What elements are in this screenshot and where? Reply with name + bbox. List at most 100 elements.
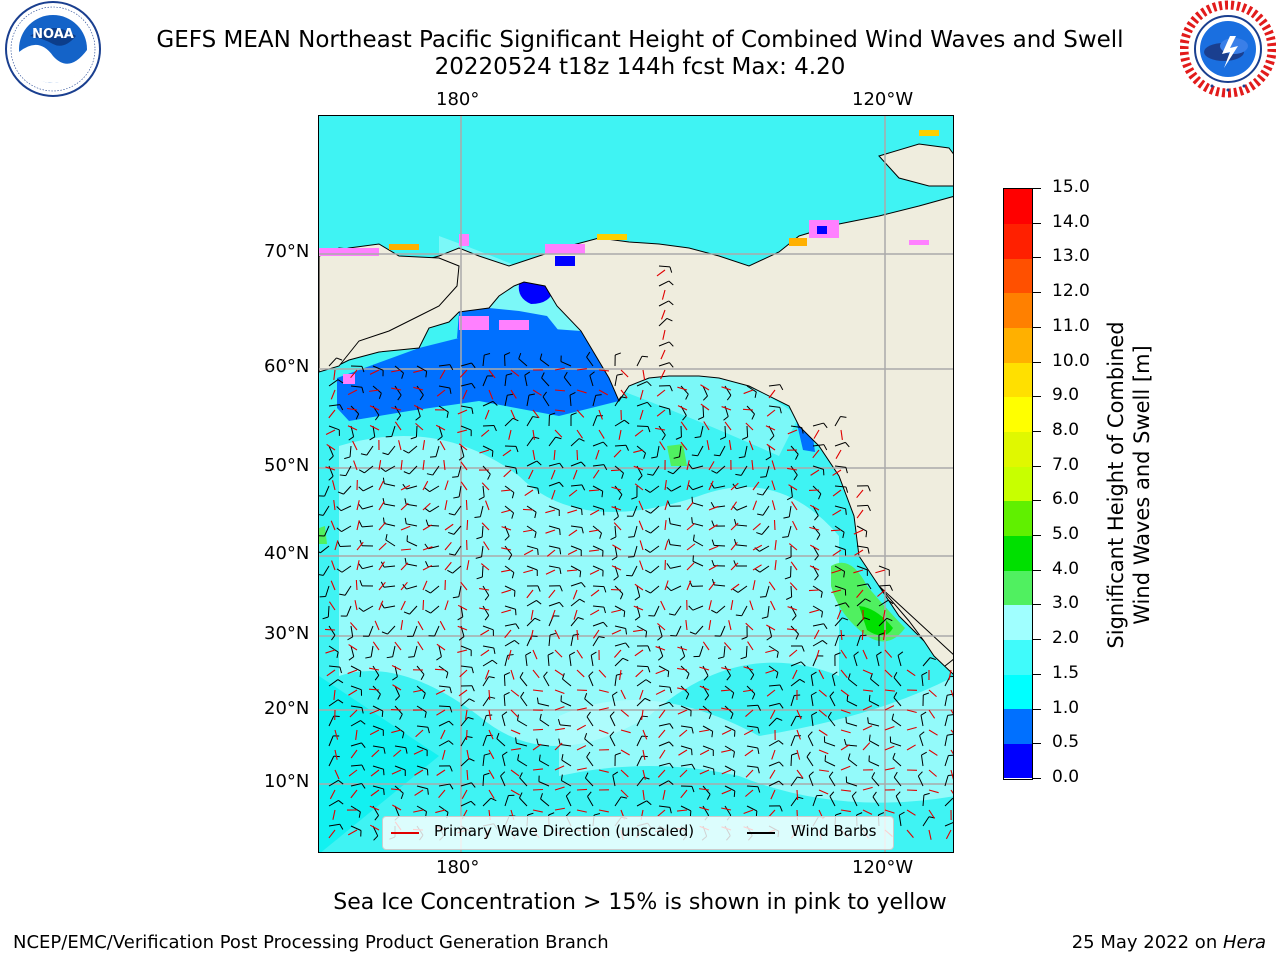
wave-arrow bbox=[369, 369, 380, 375]
wind-barb bbox=[526, 617, 536, 627]
wind-barb-flag bbox=[682, 415, 687, 421]
wave-arrow bbox=[413, 386, 424, 391]
wave-arrow bbox=[792, 669, 798, 680]
wave-arrow bbox=[352, 440, 358, 451]
wind-barb bbox=[586, 756, 594, 767]
wind-barb-flag bbox=[337, 379, 344, 384]
wind-barb-flag bbox=[864, 617, 871, 621]
wave-arrow bbox=[787, 606, 798, 611]
wave-arrow bbox=[576, 724, 587, 731]
wave-arrow bbox=[620, 369, 629, 378]
wind-barb bbox=[370, 645, 374, 657]
wind-barb-flag bbox=[740, 656, 747, 660]
wind-barb-flag bbox=[436, 656, 442, 661]
wind-barb-flag bbox=[733, 519, 737, 526]
wave-arrow bbox=[620, 749, 630, 756]
wave-arrow bbox=[884, 669, 893, 678]
wave-arrow bbox=[391, 729, 402, 734]
wave-arrow bbox=[770, 600, 776, 611]
wave-arrow bbox=[862, 649, 868, 660]
wind-barb bbox=[714, 584, 726, 587]
wind-barb-flag bbox=[776, 717, 783, 721]
wind-barb bbox=[538, 703, 550, 707]
wind-barb-flag bbox=[511, 492, 515, 499]
colorbar-tick-label: 7.0 bbox=[1052, 454, 1080, 475]
wave-arrow bbox=[611, 629, 622, 635]
wind-barb bbox=[394, 725, 405, 733]
wind-barb-flag bbox=[492, 659, 498, 665]
wave-arrow bbox=[576, 745, 587, 751]
wind-barb-flag bbox=[842, 617, 849, 621]
wind-barb bbox=[394, 385, 402, 396]
wind-barb bbox=[746, 704, 759, 707]
wind-barb-flag bbox=[609, 711, 615, 717]
wave-arrow bbox=[348, 769, 358, 777]
wind-barb bbox=[697, 445, 704, 456]
wind-barb bbox=[569, 394, 572, 407]
wind-barb-flag bbox=[360, 453, 367, 456]
wind-barb-flag bbox=[336, 357, 343, 361]
wind-barb bbox=[658, 425, 666, 436]
wind-barb bbox=[364, 465, 374, 474]
wind-barb-flag bbox=[726, 675, 731, 681]
wind-barb bbox=[768, 445, 772, 457]
wave-arrow bbox=[598, 369, 610, 372]
wind-barb bbox=[812, 623, 824, 627]
wind-barb bbox=[746, 745, 758, 749]
wave-arrow bbox=[576, 368, 587, 371]
wind-barb-flag bbox=[685, 693, 690, 700]
wave-arrow bbox=[488, 789, 495, 799]
wave-arrow bbox=[444, 541, 452, 551]
wind-barb-flag bbox=[688, 484, 694, 491]
wave-arrow bbox=[598, 729, 609, 734]
wave-arrow bbox=[356, 500, 360, 511]
wind-barb bbox=[724, 385, 732, 396]
wind-barb-flag bbox=[549, 412, 556, 416]
wind-barb-flag bbox=[667, 671, 670, 678]
wind-barb bbox=[614, 642, 626, 647]
wave-arrow bbox=[441, 749, 446, 760]
wind-barb bbox=[658, 780, 669, 787]
wind-barb bbox=[438, 685, 450, 688]
wave-arrow bbox=[664, 500, 669, 511]
wind-barb bbox=[944, 775, 949, 787]
wave-arrow bbox=[765, 669, 776, 674]
wind-barb-flag bbox=[666, 586, 672, 592]
wind-barb-flag bbox=[923, 692, 930, 696]
wind-barb bbox=[565, 795, 572, 807]
wind-barb bbox=[736, 505, 748, 511]
wind-barb-flag bbox=[374, 675, 380, 681]
wave-arrow bbox=[400, 600, 406, 611]
wave-arrow bbox=[330, 580, 336, 591]
wind-barb-flag bbox=[449, 706, 453, 713]
wind-barb bbox=[768, 384, 780, 387]
lat-label-70n: 70°N bbox=[264, 241, 310, 262]
wave-arrow bbox=[413, 369, 424, 373]
wave-arrow bbox=[634, 483, 644, 491]
wind-barb-flag bbox=[867, 547, 870, 554]
wave-arrow bbox=[598, 409, 603, 420]
wind-barb bbox=[570, 438, 580, 447]
wave-arrow bbox=[417, 621, 424, 631]
wind-barb-flag bbox=[471, 685, 475, 692]
wave-arrow bbox=[413, 689, 424, 693]
wave-arrow bbox=[634, 649, 644, 657]
wind-barb bbox=[454, 545, 462, 556]
wave-arrow bbox=[809, 504, 820, 511]
wind-barb bbox=[504, 585, 516, 592]
wind-barb bbox=[891, 719, 902, 727]
ocean-band-mid bbox=[319, 676, 439, 852]
wind-barb-flag bbox=[584, 693, 588, 699]
wave-arrow bbox=[730, 583, 740, 591]
wind-barb bbox=[526, 395, 530, 407]
wave-arrow bbox=[854, 549, 864, 556]
wind-barb-flag bbox=[779, 703, 784, 709]
wind-barb bbox=[658, 362, 670, 367]
wind-barb bbox=[658, 300, 670, 307]
wind-barb-flag bbox=[766, 636, 772, 641]
wind-barb bbox=[482, 355, 485, 367]
wind-barb-flag bbox=[515, 737, 517, 744]
wind-barb-flag bbox=[547, 651, 554, 656]
wave-arrow bbox=[484, 669, 490, 680]
wind-barb-flag bbox=[394, 695, 400, 701]
